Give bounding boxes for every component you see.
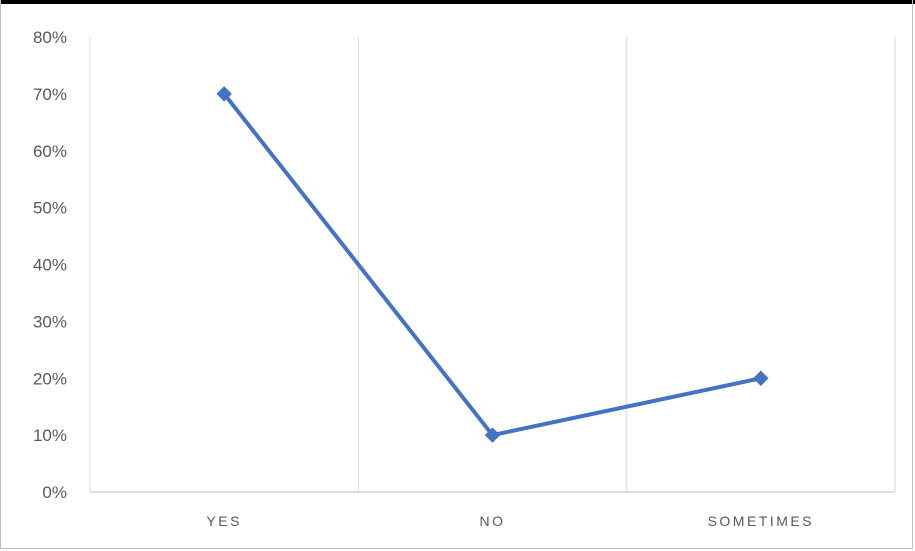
y-tick-label: 70%	[33, 85, 67, 104]
y-tick-label: 30%	[33, 312, 67, 331]
y-tick-label: 20%	[33, 369, 67, 388]
x-axis: YES NO SOMETIMES	[90, 491, 895, 529]
y-tick-label: 40%	[33, 256, 67, 275]
top-border	[0, 0, 915, 4]
x-tick-label: YES	[206, 513, 242, 529]
y-tick-label: 60%	[33, 142, 67, 161]
data-point-marker	[216, 86, 232, 102]
y-tick-label: 0%	[42, 483, 67, 502]
y-tick-label: 50%	[33, 199, 67, 218]
series-line	[222, 92, 762, 438]
data-point-marker	[753, 370, 769, 386]
y-tick-label: 10%	[33, 426, 67, 445]
series-group	[216, 86, 769, 443]
y-tick-label: 80%	[33, 28, 67, 47]
data-point-marker	[484, 427, 501, 443]
x-tick-label: NO	[480, 513, 506, 529]
gridlines	[89, 37, 896, 492]
x-tick-label: SOMETIMES	[708, 513, 815, 529]
y-axis: 0% 10% 20% 30% 40% 50% 60% 70% 80%	[33, 28, 67, 502]
